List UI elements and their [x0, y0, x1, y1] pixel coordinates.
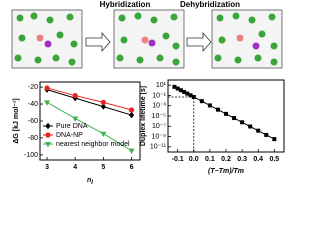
series-line [46, 87, 132, 111]
y-tick-label: 10⁻¹¹ [150, 144, 167, 151]
y-tick-label: 10⁻³ [152, 103, 166, 110]
marker [182, 89, 187, 94]
y-tick-label: -100 [24, 152, 38, 159]
x-tick-label: 0.4 [253, 156, 263, 163]
x-tick-label: 4 [73, 164, 77, 171]
x-tick-label: 0.3 [237, 156, 247, 163]
spheres [14, 12, 278, 66]
marker [172, 84, 177, 89]
marker [45, 132, 51, 138]
x-tick-label: 6 [130, 164, 134, 171]
y-tick-label: 10¹ [156, 82, 167, 89]
marker [185, 91, 190, 96]
label: Dehybridization [180, 0, 240, 9]
marker [240, 120, 245, 125]
marker [272, 137, 277, 142]
x-axis-label-sub: l [91, 180, 93, 186]
marker [128, 148, 135, 155]
marker [72, 92, 78, 99]
x-axis-label: nl [87, 177, 93, 186]
marker [191, 94, 196, 99]
y-tick-label: -60 [28, 118, 38, 125]
arrow [186, 31, 212, 53]
marker [45, 122, 51, 130]
y-tick-label: 10⁻⁹ [152, 133, 166, 140]
marker [215, 107, 220, 112]
series-line [46, 101, 132, 152]
marker [256, 128, 261, 133]
particle [141, 36, 149, 44]
marker [44, 100, 51, 106]
marker [207, 103, 212, 108]
marker [100, 99, 106, 105]
y-tick-label: 10⁻¹ [152, 92, 166, 99]
particle [252, 42, 260, 50]
series-line [46, 89, 132, 116]
marker [72, 116, 79, 122]
marker [44, 85, 50, 91]
y-tick-label: -80 [28, 135, 38, 142]
particle [36, 34, 44, 42]
y-tick-label: 10⁻⁵ [152, 113, 166, 120]
top-panel: Hybridization Dehybridization [11, 0, 283, 69]
marker [100, 103, 106, 110]
legend-label: DNA-NP [56, 132, 83, 139]
marker [100, 131, 107, 138]
y-axis-label: Duplex lifetime [s] [140, 86, 147, 146]
x-tick-label: 5 [101, 164, 105, 171]
legend-label: nearest neighbor model [56, 141, 130, 148]
marker [199, 99, 204, 104]
x-tick-label: -0.1 [172, 156, 184, 163]
marker [128, 111, 135, 119]
marker [128, 107, 135, 113]
plot-frame [39, 81, 141, 161]
legend-label: Pure DNA [56, 123, 88, 130]
marker [175, 86, 180, 91]
label: Hybridization [100, 0, 151, 9]
x-tick-label: 0.0 [189, 156, 199, 163]
marker [178, 88, 183, 93]
particle [44, 40, 52, 48]
particle [236, 34, 244, 42]
x-axis-label-main: (T−Tm)/Tm [208, 168, 244, 175]
x-tick-label: 3 [45, 164, 49, 171]
marker [45, 142, 51, 148]
marker [232, 116, 237, 121]
marker [264, 132, 269, 137]
marker [224, 111, 228, 116]
arrow [85, 31, 111, 53]
y-tick-label: -20 [28, 84, 38, 91]
x-tick-label: 0.1 [205, 156, 215, 163]
marker [188, 93, 193, 98]
x-tick-label: 0.2 [221, 156, 231, 163]
figure: Hybridization Dehybridization 3 4 5 6 -20 -40… [11, 0, 285, 186]
y-axis-label: ΔG [kJ mol⁻¹] [13, 98, 20, 143]
x-axis-label-main: n [87, 177, 91, 184]
particle [148, 39, 156, 47]
x-tick-label: 0.5 [269, 156, 279, 163]
y-tick-label: 10⁻⁷ [152, 123, 166, 130]
y-tick-label: -40 [28, 101, 38, 108]
marker [248, 124, 253, 129]
x-axis-label: (T−Tm)/Tm [208, 168, 244, 175]
